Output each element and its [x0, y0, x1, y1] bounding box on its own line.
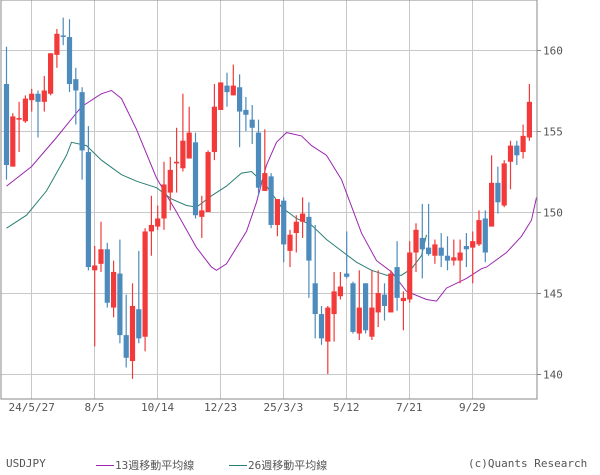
plot-frame	[0, 0, 538, 400]
svg-text:155: 155	[543, 126, 563, 139]
x-tick-label: 25/3/3	[263, 401, 304, 414]
x-tick-label: 9/29	[459, 401, 486, 414]
candles	[3, 17, 532, 379]
x-tick-label: 24/5/27	[8, 401, 55, 414]
credit: (c)Quants Research	[468, 457, 587, 470]
legend-ma13-label: 13週移動平均線	[115, 459, 195, 472]
x-tick-label: 8/5	[84, 401, 105, 414]
svg-text:160: 160	[543, 45, 563, 58]
x-tick-label: 10/14	[141, 401, 175, 414]
legend-ma13: 13週移動平均線	[96, 457, 194, 473]
symbol-label: USDJPY	[6, 457, 46, 470]
x-tick-label: 7/21	[396, 401, 423, 414]
svg-text:150: 150	[543, 207, 563, 220]
credit-text: (c)Quants Research	[468, 457, 588, 470]
ma13-swatch-icon	[96, 464, 114, 466]
symbol-text: USDJPY	[6, 457, 46, 470]
legend-ma26-label: 26週移動平均線	[248, 459, 328, 472]
y-axis: 140 145 150 155 160	[537, 45, 563, 382]
x-tick-label: 5/12	[333, 401, 360, 414]
ma26-swatch-icon	[229, 464, 247, 466]
svg-text:145: 145	[543, 288, 563, 301]
x-tick-label: 12/23	[204, 401, 238, 414]
svg-text:140: 140	[543, 369, 563, 382]
legend-ma26: 26週移動平均線	[229, 457, 327, 473]
